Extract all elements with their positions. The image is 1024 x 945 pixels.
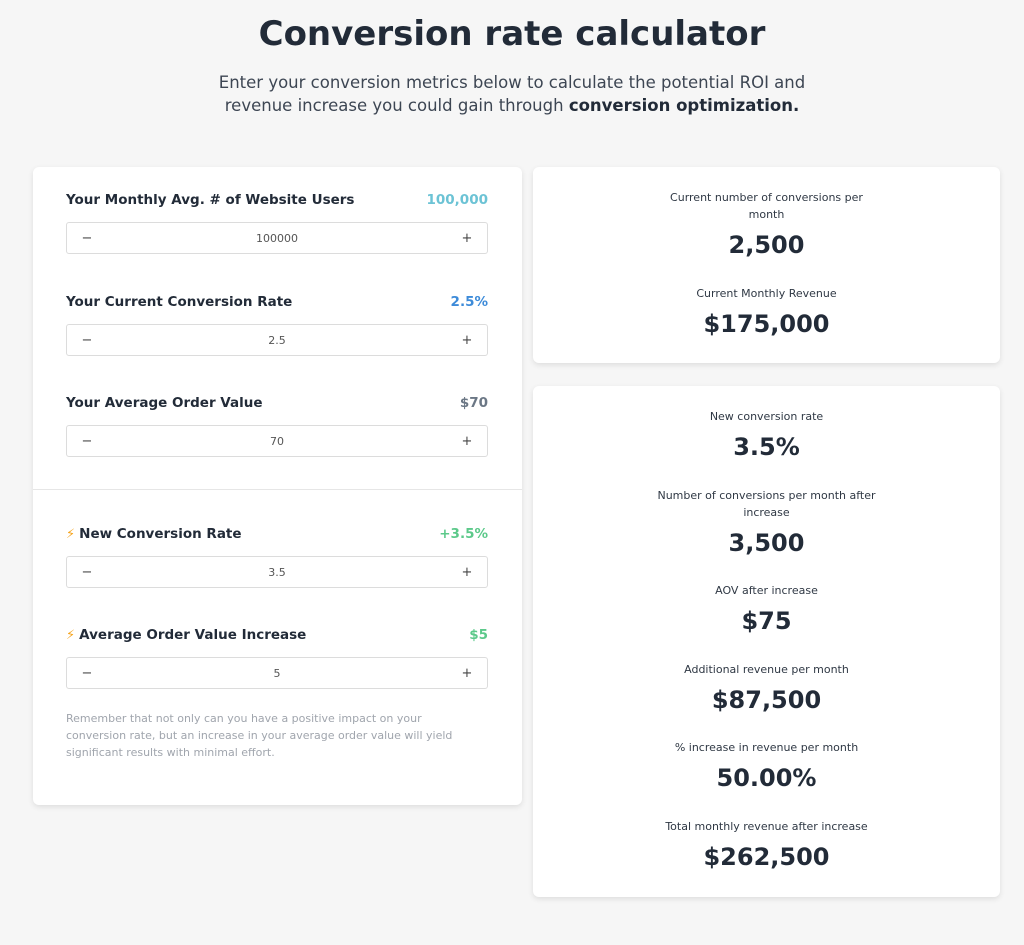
pct-increase-label: % increase in revenue per month <box>674 741 859 754</box>
additional-revenue-label: Additional revenue per month <box>684 663 849 676</box>
new-rate-input[interactable]: 3.5 <box>268 565 286 579</box>
additional-revenue-value: $87,500 <box>711 686 822 714</box>
aov-input[interactable]: 70 <box>270 434 284 448</box>
new-conversions-label: Number of conversions per month after in… <box>657 489 876 519</box>
aov-result-block: AOV after increase $75 <box>533 582 1000 635</box>
aov-result-label: AOV after increase <box>715 584 818 597</box>
users-display-value: 100,000 <box>426 192 489 208</box>
aov-increase-decrement-button[interactable]: − <box>81 665 93 681</box>
new-rate-result-label: New conversion rate <box>709 410 824 423</box>
users-input[interactable]: 100000 <box>256 231 298 245</box>
aov-increase-input[interactable]: 5 <box>273 666 281 680</box>
users-field: Your Monthly Avg. # of Website Users 100… <box>66 190 488 254</box>
subtitle-text: Enter your conversion metrics below to c… <box>218 73 806 115</box>
conversion-rate-stepper: − 2.5 + <box>66 324 488 356</box>
aov-increment-button[interactable]: + <box>461 433 473 449</box>
aov-field: Your Average Order Value $70 − 70 + <box>66 393 488 457</box>
conversion-rate-field: Your Current Conversion Rate 2.5% − 2.5 … <box>66 292 488 356</box>
conversion-rate-label: Your Current Conversion Rate <box>66 294 293 310</box>
users-decrement-button[interactable]: − <box>81 230 93 246</box>
aov-display-value: $70 <box>459 395 488 411</box>
subtitle-emphasis: conversion optimization. <box>568 96 800 115</box>
new-rate-display-value: +3.5% <box>439 526 488 542</box>
aov-stepper: − 70 + <box>66 425 488 457</box>
lightning-icon: ⚡ <box>66 527 76 542</box>
total-revenue-block: Total monthly revenue after increase $26… <box>533 818 1000 871</box>
conversion-rate-input[interactable]: 2.5 <box>268 333 286 347</box>
help-note: Remember that not only can you have a po… <box>66 712 453 759</box>
aov-increase-label: Average Order Value Increase <box>79 627 307 643</box>
new-rate-decrement-button[interactable]: − <box>81 564 93 580</box>
inputs-card: Your Monthly Avg. # of Website Users 100… <box>33 167 522 805</box>
new-conversions-block: Number of conversions per month after in… <box>533 487 1000 557</box>
lightning-icon: ⚡ <box>66 628 76 643</box>
aov-label: Your Average Order Value <box>66 395 263 411</box>
new-rate-label: New Conversion Rate <box>79 526 242 542</box>
total-revenue-value: $262,500 <box>703 843 830 871</box>
new-conversions-value: 3,500 <box>728 529 805 557</box>
new-rate-increment-button[interactable]: + <box>461 564 473 580</box>
aov-increase-display-value: $5 <box>469 627 488 643</box>
aov-increase-label-wrap: ⚡ Average Order Value Increase <box>66 627 306 643</box>
users-stepper: − 100000 + <box>66 222 488 254</box>
page-subtitle: Enter your conversion metrics below to c… <box>212 71 812 117</box>
aov-result-value: $75 <box>741 607 792 635</box>
current-conversions-block: Current number of conversions per month … <box>533 189 1000 259</box>
aov-increase-increment-button[interactable]: + <box>461 665 473 681</box>
current-revenue-value: $175,000 <box>703 310 830 338</box>
new-rate-result-block: New conversion rate 3.5% <box>533 408 1000 461</box>
current-conversions-label: Current number of conversions per month <box>670 191 863 221</box>
additional-revenue-block: Additional revenue per month $87,500 <box>533 661 1000 714</box>
users-increment-button[interactable]: + <box>461 230 473 246</box>
page-title: Conversion rate calculator <box>258 14 766 54</box>
pct-increase-value: 50.00% <box>716 764 817 792</box>
projected-results-card: New conversion rate 3.5% Number of conve… <box>533 386 1000 897</box>
current-conversions-value: 2,500 <box>728 231 805 259</box>
new-rate-stepper: − 3.5 + <box>66 556 488 588</box>
aov-increase-stepper: − 5 + <box>66 657 488 689</box>
current-results-card: Current number of conversions per month … <box>533 167 1000 363</box>
current-revenue-label: Current Monthly Revenue <box>696 287 837 300</box>
users-label: Your Monthly Avg. # of Website Users <box>66 192 355 208</box>
new-rate-label-wrap: ⚡ New Conversion Rate <box>66 526 242 542</box>
pct-increase-block: % increase in revenue per month 50.00% <box>533 739 1000 792</box>
new-rate-result-value: 3.5% <box>733 433 800 461</box>
aov-increase-field: ⚡ Average Order Value Increase $5 − 5 + <box>66 625 488 689</box>
section-divider <box>33 489 522 490</box>
total-revenue-label: Total monthly revenue after increase <box>665 820 868 833</box>
conversion-rate-display-value: 2.5% <box>450 294 488 310</box>
new-rate-field: ⚡ New Conversion Rate +3.5% − 3.5 + <box>66 524 488 588</box>
conversion-rate-decrement-button[interactable]: − <box>81 332 93 348</box>
aov-decrement-button[interactable]: − <box>81 433 93 449</box>
current-revenue-block: Current Monthly Revenue $175,000 <box>533 285 1000 338</box>
conversion-rate-increment-button[interactable]: + <box>461 332 473 348</box>
